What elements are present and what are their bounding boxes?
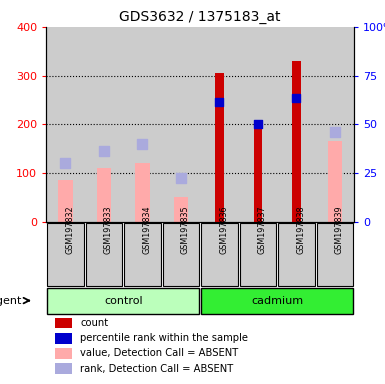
Title: GDS3632 / 1375183_at: GDS3632 / 1375183_at [119,10,281,25]
Bar [55,348,72,359]
Text: GSM197833: GSM197833 [104,205,113,254]
Text: cadmium: cadmium [251,296,303,306]
Bar [328,141,342,222]
Bar [58,180,73,222]
Text: GSM197834: GSM197834 [142,205,151,254]
Bar [55,333,72,344]
Text: agent: agent [0,296,22,306]
FancyBboxPatch shape [278,223,315,286]
Point [293,94,300,101]
FancyBboxPatch shape [201,223,238,286]
Bar [316,27,354,222]
Bar [254,129,262,222]
FancyBboxPatch shape [317,223,353,286]
Text: control: control [104,296,142,306]
Text: GSM197836: GSM197836 [219,205,228,254]
Point [255,121,261,127]
Point [178,175,184,181]
FancyBboxPatch shape [201,288,353,314]
Bar [135,164,150,222]
Bar [85,27,123,222]
Text: GSM197839: GSM197839 [335,205,344,254]
Bar [200,27,239,222]
Text: percentile rank within the sample: percentile rank within the sample [80,333,248,343]
Text: GSM197838: GSM197838 [296,205,305,254]
Text: count: count [80,318,108,328]
Point [139,141,146,147]
Bar [55,363,72,374]
Bar [239,27,277,222]
Bar [162,27,200,222]
Text: GSM197835: GSM197835 [181,205,190,254]
FancyBboxPatch shape [124,223,161,286]
Text: value, Detection Call = ABSENT: value, Detection Call = ABSENT [80,348,238,359]
Point [101,148,107,154]
FancyBboxPatch shape [47,288,199,314]
Text: rank, Detection Call = ABSENT: rank, Detection Call = ABSENT [80,364,233,374]
Text: GSM197832: GSM197832 [65,205,74,254]
FancyBboxPatch shape [163,223,199,286]
Point [62,161,69,167]
Point [216,99,223,106]
FancyBboxPatch shape [240,223,276,286]
Bar [46,27,85,222]
Point [332,129,338,135]
FancyBboxPatch shape [47,223,84,286]
Bar [174,197,188,222]
Bar [277,27,316,222]
Bar [97,168,111,222]
Bar [55,318,72,328]
Bar [123,27,162,222]
Bar [292,61,301,222]
Bar [215,73,224,222]
Text: GSM197837: GSM197837 [258,205,267,254]
FancyBboxPatch shape [86,223,122,286]
